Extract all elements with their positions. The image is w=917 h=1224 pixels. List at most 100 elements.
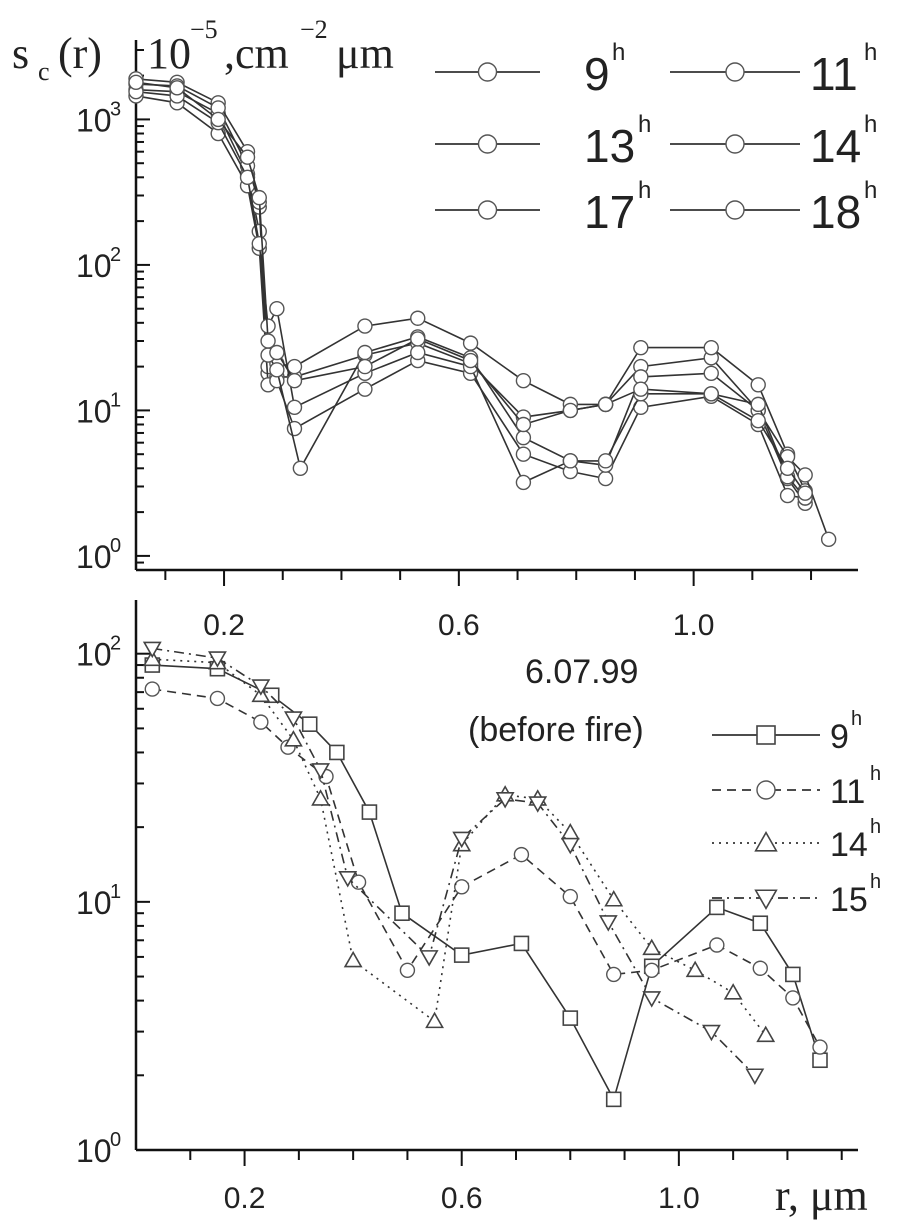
x-axis-label: r, μm [775,1171,868,1220]
data-point-15h [208,651,227,668]
y-axis-label-subscript: c [38,57,50,86]
data-point-9h [301,716,318,732]
data-point-14h [703,365,719,381]
legend-label-superscript: h [612,39,625,66]
y-axis-units-base: 10 [147,29,191,78]
data-point-18h [515,416,532,433]
legend-label-superscript: h [864,111,877,138]
data-point-17h [251,235,267,252]
data-point-15h [452,831,472,849]
data-point-18h [410,331,426,347]
legend-marker-circle [756,780,776,800]
data-point-11h [785,990,801,1006]
data-point-14h [560,823,580,840]
y-tick-label-exponent: 2 [110,244,121,266]
data-point-18h [210,111,226,128]
legend-label-superscript: h [870,871,881,893]
legend-label: 13 [584,120,635,172]
x-tick-label: 0.6 [441,1182,483,1215]
y-tick-label: 10 [76,1133,112,1169]
legend-marker-circle [725,62,745,82]
data-point-15h [142,641,162,659]
y-tick-label: 10 [76,885,112,921]
data-point-18h [357,358,373,375]
data-point-18h [128,74,144,90]
top-legend: 9 h 11 h13 h 14 h17 h 18 h [435,39,877,238]
data-point-14h [284,730,303,747]
legend-marker-square [756,725,776,745]
y-axis-label-symbol: s [12,29,29,78]
data-point-14h [820,531,837,548]
legend-marker-circle [725,134,745,154]
data-point-11h [750,377,766,393]
x-tick-label: 1.0 [658,1182,700,1215]
data-point-14h [292,460,309,477]
legend-label-superscript: h [870,816,881,838]
data-point-11h [513,846,530,863]
data-point-11h [410,310,426,326]
data-point-18h [269,344,285,361]
data-point-18h [750,412,766,429]
series-line-9h [152,664,821,1102]
legend-label: 11 [830,773,865,811]
data-point-18h [251,189,267,206]
data-point-11h [144,681,160,697]
data-point-18h [260,333,276,349]
y-axis-units-middle: ,cm [224,29,289,78]
legend-marker-circle [477,200,498,220]
legend-label: 11 [810,48,858,100]
data-point-9h [513,935,530,952]
data-point-9h [812,1052,828,1069]
data-point-14h [425,1011,444,1029]
data-point-15h [642,991,662,1008]
data-point-17h [750,396,766,413]
data-point-18h [462,352,479,369]
data-point-11h [562,888,578,905]
data-point-11h [515,373,532,389]
data-point-15h [745,1068,765,1085]
data-point-14h [756,1025,776,1043]
legend-marker-triangle-down [754,889,778,910]
data-point-14h [357,344,373,361]
data-point-9h [709,899,725,916]
data-point-11h [703,339,719,356]
bottom-series-group [142,641,828,1108]
data-point-14h [685,960,705,978]
data-point-14h [311,789,330,806]
data-point-15h [251,679,271,696]
data-point-11h [209,690,226,707]
y-tick-label: 10 [76,539,112,575]
before-fire-annotation: (before fire) [468,711,644,749]
data-point-9h [394,905,410,922]
legend-label: 9 [584,48,610,100]
data-point-14h [604,890,624,907]
data-point-9h [453,947,470,963]
data-point-11h [812,1039,828,1055]
series-line-9h [135,88,806,504]
data-point-15h [419,950,439,967]
legend-label: 9 [830,718,849,756]
data-point-17h [597,453,614,469]
data-point-14h [797,467,813,483]
data-point-9h [329,744,345,761]
y-tick-label: 10 [76,393,112,429]
data-point-18h [703,386,719,402]
series-line-11h [152,688,821,1048]
data-point-11h [462,335,479,351]
data-point-11h [644,962,660,978]
legend-marker-circle [725,200,745,220]
x-tick-label: 0.2 [203,609,245,642]
legend-label-superscript: h [870,763,881,785]
legend-marker-circle [477,62,498,82]
data-point-18h [169,80,185,96]
bottom-legend: 9 h11 h14 h15 h [712,708,881,919]
data-point-11h [606,966,622,983]
data-point-11h [752,960,768,976]
data-point-11h [633,339,649,356]
data-point-18h [562,402,579,419]
y-axis-units-exponent-2: −2 [300,15,328,44]
legend-label-superscript: h [638,111,651,138]
